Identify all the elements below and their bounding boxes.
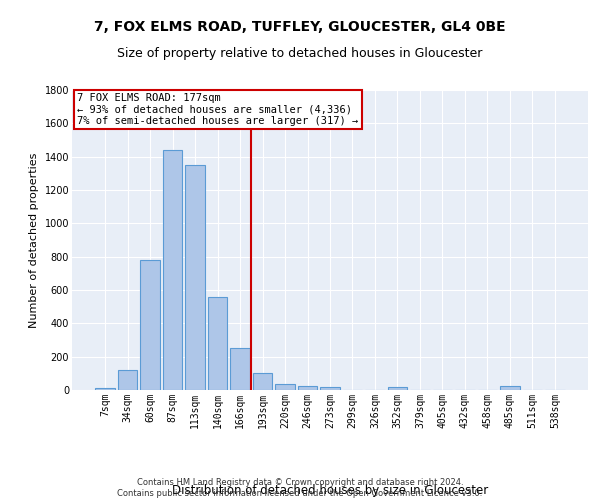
Bar xyxy=(140,260,160,390)
Bar xyxy=(275,384,295,390)
Y-axis label: Number of detached properties: Number of detached properties xyxy=(29,152,39,328)
Bar xyxy=(500,386,520,390)
Bar xyxy=(253,374,272,390)
Bar xyxy=(320,386,340,390)
Bar xyxy=(208,296,227,390)
Bar xyxy=(118,370,137,390)
X-axis label: Distribution of detached houses by size in Gloucester: Distribution of detached houses by size … xyxy=(172,484,488,496)
Text: 7 FOX ELMS ROAD: 177sqm
← 93% of detached houses are smaller (4,336)
7% of semi-: 7 FOX ELMS ROAD: 177sqm ← 93% of detache… xyxy=(77,93,358,126)
Bar xyxy=(163,150,182,390)
Bar xyxy=(185,165,205,390)
Text: Contains HM Land Registry data © Crown copyright and database right 2024.
Contai: Contains HM Land Registry data © Crown c… xyxy=(118,478,482,498)
Bar xyxy=(298,386,317,390)
Text: Size of property relative to detached houses in Gloucester: Size of property relative to detached ho… xyxy=(118,48,482,60)
Bar xyxy=(95,388,115,390)
Text: 7, FOX ELMS ROAD, TUFFLEY, GLOUCESTER, GL4 0BE: 7, FOX ELMS ROAD, TUFFLEY, GLOUCESTER, G… xyxy=(94,20,506,34)
Bar xyxy=(230,348,250,390)
Bar xyxy=(388,386,407,390)
